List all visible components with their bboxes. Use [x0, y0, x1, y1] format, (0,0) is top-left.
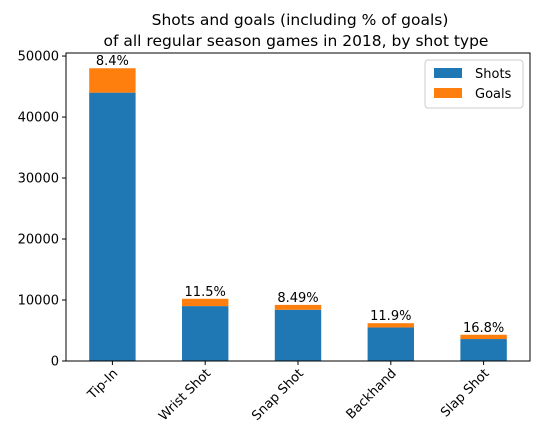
bar-label-4: 16.8%: [463, 321, 504, 336]
bar-goals-0: [89, 68, 135, 92]
x-tick-label-0: Tip-In: [84, 366, 121, 403]
legend-label-shots: Shots: [475, 67, 512, 82]
y-tick-label-4: 40000: [18, 111, 59, 126]
x-tick-label-4: Slap Shot: [438, 366, 492, 420]
x-axis: Tip-In Wrist Shot Snap Shot Backhand Slap Sh…: [84, 361, 492, 424]
x-tick-label-1: Wrist Shot: [156, 366, 214, 424]
legend: Shots Goals: [425, 60, 523, 108]
y-tick-label-3: 30000: [18, 172, 59, 187]
bar-label-3: 11.9%: [370, 309, 411, 324]
bar-label-1: 11.5%: [185, 285, 226, 300]
bar-shots-0: [89, 93, 135, 361]
legend-swatch-goals: [434, 88, 462, 98]
y-axis: 0 10000 20000 30000 40000 50000: [18, 50, 66, 370]
legend-label-goals: Goals: [475, 87, 512, 102]
legend-swatch-shots: [434, 68, 462, 78]
bar-shots-1: [182, 306, 228, 361]
y-tick-label-0: 0: [51, 355, 59, 370]
y-tick-label-5: 50000: [18, 50, 59, 65]
bar-label-0: 8.4%: [96, 54, 129, 69]
bars-layer: [89, 68, 507, 361]
bar-shots-2: [275, 310, 321, 361]
y-tick-label-2: 20000: [18, 233, 59, 248]
x-tick-label-3: Backhand: [344, 366, 400, 422]
bar-label-2: 8.49%: [277, 291, 318, 306]
y-tick-label-1: 10000: [18, 294, 59, 309]
chart-title: Shots and goals (including % of goals) o…: [104, 11, 489, 50]
chart-title-line-2: of all regular season games in 2018, by …: [104, 32, 489, 50]
bar-goals-1: [182, 299, 228, 306]
x-tick-label-2: Snap Shot: [249, 366, 307, 424]
bar-shots-4: [460, 339, 506, 361]
chart-title-line-1: Shots and goals (including % of goals): [152, 11, 449, 29]
bar-shots-3: [368, 327, 414, 361]
